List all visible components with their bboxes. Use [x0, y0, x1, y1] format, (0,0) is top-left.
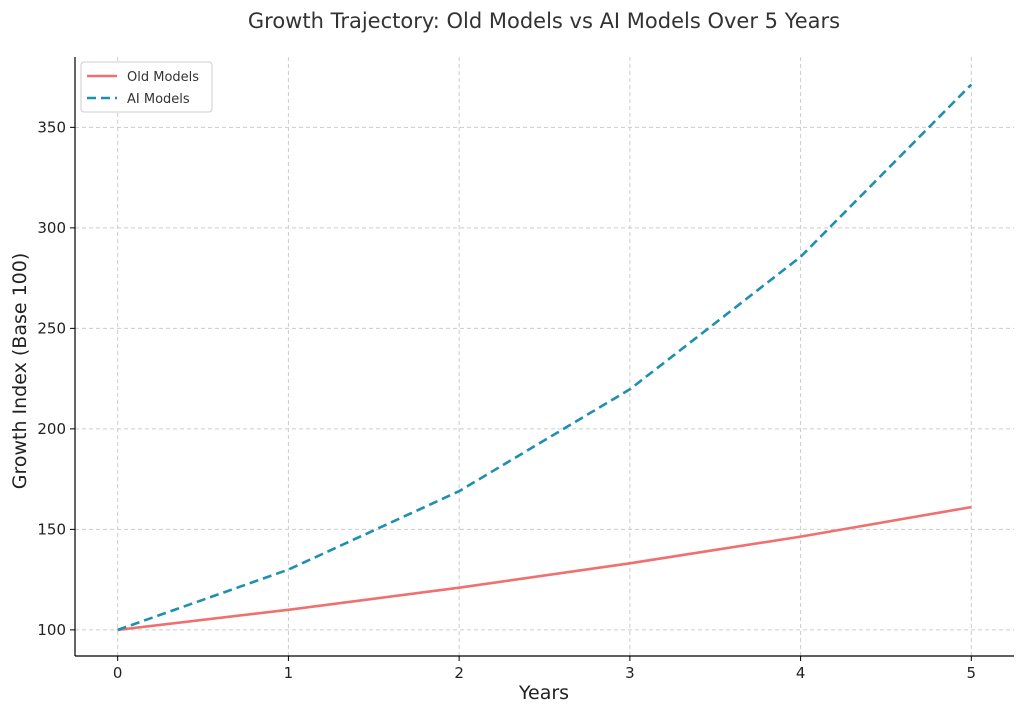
y-axis-ticks: 100 150 200 250 300 350: [37, 118, 75, 639]
x-tick-label: 1: [284, 664, 294, 682]
x-tick-label: 5: [967, 664, 977, 682]
y-tick-label: 350: [37, 118, 66, 136]
y-tick-label: 300: [37, 219, 66, 237]
axes: [74, 57, 1014, 657]
x-axis-ticks: 0 1 2 3 4 5: [113, 656, 976, 682]
y-tick-label: 250: [37, 319, 66, 337]
y-tick-label: 200: [37, 420, 66, 438]
legend-box: [80, 61, 213, 113]
y-axis-label: Growth Index (Base 100): [9, 253, 31, 490]
series-line-ai-models: [117, 83, 973, 632]
x-tick-label: 0: [113, 664, 123, 682]
legend: Old Models AI Models: [80, 61, 213, 113]
chart-title: Growth Trajectory: Old Models vs AI Mode…: [248, 9, 840, 33]
y-tick-label: 150: [37, 520, 66, 538]
legend-label-old-models: Old Models: [127, 70, 199, 85]
series-line-old-models: [117, 505, 972, 632]
x-tick-label: 3: [625, 664, 635, 682]
y-tick-label: 100: [37, 621, 66, 639]
series-lines: [117, 83, 973, 632]
x-tick-label: 2: [454, 664, 464, 682]
x-tick-label: 4: [796, 664, 806, 682]
grid: [75, 57, 1014, 656]
x-axis-label: Years: [518, 682, 569, 704]
legend-label-ai-models: AI Models: [127, 92, 190, 107]
